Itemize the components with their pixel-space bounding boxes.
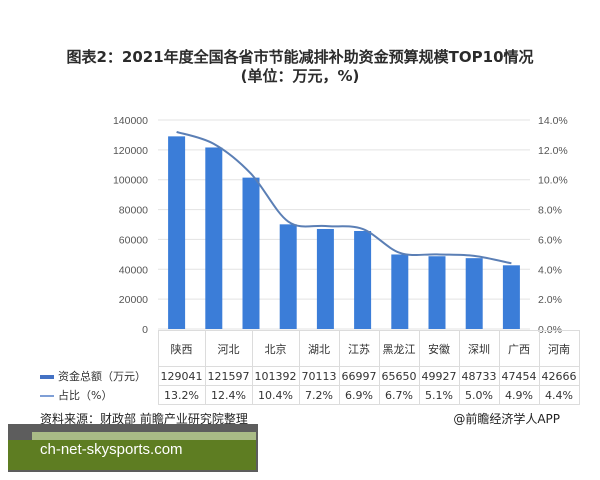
table-amount-cell: 66997 [338, 366, 380, 386]
bar [428, 256, 446, 329]
table-amount-cell: 42666 [538, 366, 580, 386]
bar-series [168, 136, 520, 329]
y-left-tick: 140000 [113, 115, 148, 127]
table-share-cell: 5.1% [418, 385, 460, 405]
table-share-cell: 6.9% [338, 385, 380, 405]
source-note: 资料来源：财政部 前瞻产业研究院整理 [40, 412, 248, 426]
table-share-cell: 13.2% [157, 385, 206, 405]
bar [279, 224, 297, 329]
chart-title: 图表2：2021年度全国各省市节能减排补助资金预算规模TOP10情况 (单位：万… [0, 48, 600, 86]
y-axis-right: 0.0%2.0%4.0%6.0%8.0%10.0%12.0%14.0% [538, 115, 568, 336]
chart-title-line2: (单位：万元，%) [240, 67, 360, 85]
y-right-tick: 14.0% [538, 115, 568, 127]
bar [205, 147, 223, 329]
table-amount-cell: 101392 [251, 366, 300, 386]
table-category-cell: 北京 [251, 330, 300, 367]
y-left-tick: 40000 [119, 264, 148, 276]
line-legend-marker-icon [40, 395, 54, 397]
table-category-cell: 河北 [204, 330, 253, 367]
table-category-cell: 黑龙江 [378, 330, 420, 367]
y-left-tick: 20000 [119, 294, 148, 306]
bar-legend-marker-icon [40, 375, 54, 379]
table-amount-cell: 129041 [157, 366, 206, 386]
table-share-cell: 12.4% [204, 385, 253, 405]
table-amount-cell: 70113 [298, 366, 340, 386]
table-category-cell: 江苏 [338, 330, 380, 367]
y-left-tick: 120000 [113, 145, 148, 157]
y-left-tick: 0 [142, 324, 148, 336]
bar [316, 228, 334, 329]
table-amount-cell: 47454 [498, 366, 540, 386]
table-share-cell: 7.2% [298, 385, 340, 405]
table-share-cell: 4.9% [498, 385, 540, 405]
table-amount-cell: 121597 [204, 366, 253, 386]
table-row-categories: 陕西 河北 北京 湖北 江苏 黑龙江 安徽 深圳 广西 河南 [36, 330, 580, 367]
table-share-cell: 4.4% [538, 385, 580, 405]
bar [354, 230, 372, 329]
y-right-tick: 2.0% [538, 294, 562, 306]
table-category-cell: 河南 [538, 330, 580, 367]
table-share-cell: 5.0% [458, 385, 500, 405]
table-category-cell: 广西 [498, 330, 540, 367]
y-left-tick: 100000 [113, 175, 148, 187]
table-share-cell: 10.4% [251, 385, 300, 405]
credit-note: @前瞻经济学人APP [453, 412, 560, 426]
bar [391, 254, 409, 329]
overlay-banner[interactable] [8, 440, 256, 470]
table-category-cell: 安徽 [418, 330, 460, 367]
bar [465, 258, 483, 329]
table-category-cell: 深圳 [458, 330, 500, 367]
data-table: 陕西 河北 北京 湖北 江苏 黑龙江 安徽 深圳 广西 河南 资金总额（万元） 129041 121… [36, 330, 580, 405]
table-row-share: 占比（%） 13.2% 12.4% 10.4% 7.2% 6.9% 6.7% 5.1% 5.0… [36, 385, 580, 405]
y-right-tick: 6.0% [538, 234, 562, 246]
table-amount-cell: 65650 [378, 366, 420, 386]
table-row-amount: 资金总额（万元） 129041 121597 101392 70113 66997 656… [36, 366, 580, 386]
y-right-tick: 10.0% [538, 175, 568, 187]
legend-share: 占比（%） [36, 386, 158, 405]
chart-title-line1: 图表2：2021年度全国各省市节能减排补助资金预算规模TOP10情况 [66, 48, 534, 66]
y-left-tick: 80000 [119, 205, 148, 217]
y-right-tick: 8.0% [538, 205, 562, 217]
bar [242, 177, 260, 329]
legend-amount: 资金总额（万元） [36, 367, 158, 386]
y-right-tick: 4.0% [538, 264, 562, 276]
y-left-tick: 60000 [119, 234, 148, 246]
y-right-tick: 12.0% [538, 145, 568, 157]
table-category-cell: 湖北 [298, 330, 340, 367]
bar [168, 136, 186, 329]
y-axis-left: 0 20000 40000 60000 80000 100000 120000 140000 [113, 115, 148, 336]
bar [502, 265, 520, 329]
table-category-cell: 陕西 [157, 330, 206, 367]
table-amount-cell: 48733 [458, 366, 500, 386]
overlay-banner-text[interactable]: ch-net-skysports.com [40, 441, 183, 458]
table-share-cell: 6.7% [378, 385, 420, 405]
share-line-series [176, 130, 512, 265]
table-amount-cell: 49927 [418, 366, 460, 386]
